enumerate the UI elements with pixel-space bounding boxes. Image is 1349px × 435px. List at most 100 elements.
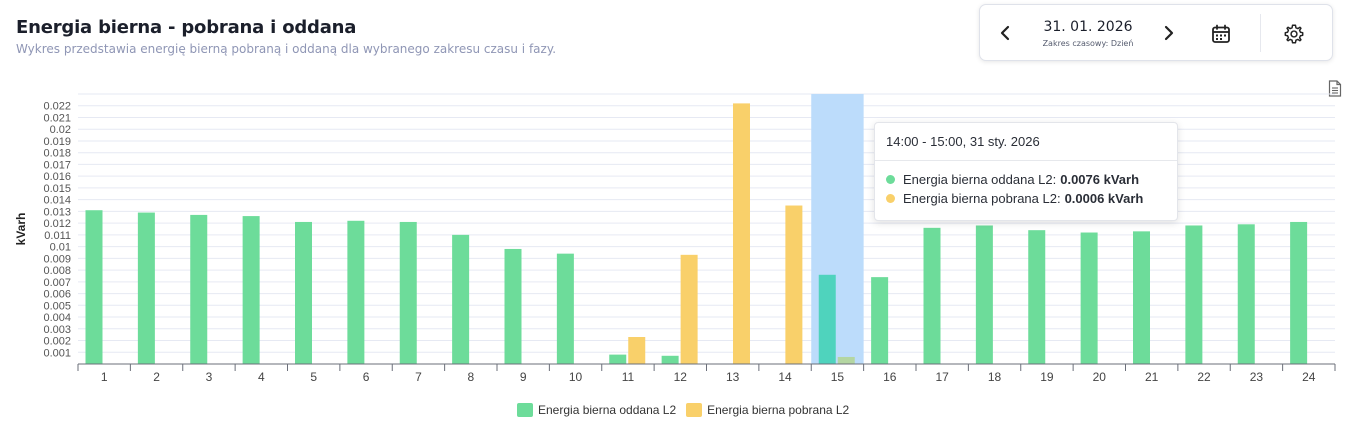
bar-oddana: [190, 214, 208, 364]
y-tick-label: 0.014: [43, 195, 71, 207]
y-axis-title: kVarh: [14, 213, 28, 246]
x-tick-label: 8: [467, 370, 474, 384]
x-tick-label: 14: [778, 370, 792, 384]
next-day-button[interactable]: [1158, 22, 1180, 44]
chart-tooltip: 14:00 - 15:00, 31 sty. 2026 Energia bier…: [874, 122, 1178, 221]
x-tick-label: 3: [206, 370, 213, 384]
x-tick-label: 15: [831, 370, 845, 384]
date-control-panel: 31. 01. 2026 Zakres czasowy: Dzień: [979, 4, 1333, 61]
bar-oddana: [1028, 230, 1046, 364]
time-range-label: Zakres czasowy: Dzień: [1042, 39, 1134, 48]
y-tick-label: 0.011: [44, 230, 71, 242]
bar-oddana: [1237, 224, 1255, 364]
selected-date: 31. 01. 2026: [1043, 19, 1133, 35]
control-divider: [1260, 14, 1261, 52]
tooltip-title: 14:00 - 15:00, 31 sty. 2026: [875, 123, 1177, 161]
legend-label-oddana: Energia bierna oddana L2: [538, 403, 677, 417]
y-tick-label: 0.008: [43, 265, 71, 277]
y-tick-label: 0.019: [43, 136, 71, 148]
y-tick-label: 0.015: [43, 183, 71, 195]
chevron-left-icon: [1000, 25, 1010, 41]
tooltip-dot-pobrana: [886, 194, 895, 203]
bar-pobrana: [733, 103, 750, 365]
x-tick-label: 7: [415, 370, 422, 384]
bar-pobrana: [785, 205, 803, 364]
bar-oddana: [556, 253, 574, 364]
chart-legend: Energia bierna oddana L2 Energia bierna …: [517, 403, 859, 417]
x-tick-label: 22: [1197, 370, 1211, 384]
x-tick-label: 12: [674, 370, 688, 384]
x-tick-label: 13: [726, 370, 740, 384]
x-tick-label: 2: [153, 370, 160, 384]
tooltip-label-pobrana: Energia bierna pobrana L2:: [903, 191, 1061, 206]
legend-item-pobrana[interactable]: Energia bierna pobrana L2: [686, 403, 849, 417]
y-tick-label: 0.002: [43, 336, 71, 348]
previous-day-button[interactable]: [994, 22, 1016, 44]
tooltip-row-pobrana: Energia bierna pobrana L2: 0.0006 kVarh: [886, 191, 1143, 206]
x-tick-label: 11: [622, 370, 635, 384]
chevron-right-icon: [1164, 25, 1174, 41]
legend-item-oddana[interactable]: Energia bierna oddana L2: [517, 403, 676, 417]
bar-oddana: [347, 220, 365, 364]
bar-oddana: [661, 355, 679, 364]
y-tick-label: 0.006: [43, 289, 71, 301]
bar-pobrana: [680, 254, 698, 364]
tooltip-dot-oddana: [886, 175, 895, 184]
x-tick-label: 1: [101, 370, 108, 384]
settings-button[interactable]: [1282, 22, 1306, 46]
bar-oddana: [975, 225, 993, 364]
y-tick-label: 0.013: [43, 206, 71, 218]
bar-oddana: [609, 354, 627, 364]
y-tick-label: 0.004: [43, 312, 71, 324]
y-tick-label: 0.009: [43, 253, 71, 265]
x-tick-label: 4: [258, 370, 265, 384]
calendar-button[interactable]: [1209, 22, 1233, 46]
tooltip-row-oddana: Energia bierna oddana L2: 0.0076 kVarh: [886, 172, 1139, 187]
x-tick-label: 6: [363, 370, 370, 384]
chart-subtitle: Wykres przedstawia energię bierną pobran…: [16, 42, 557, 56]
bar-oddana: [399, 221, 417, 364]
y-tick-label: 0.022: [43, 101, 71, 113]
y-tick-label: 0.003: [43, 324, 71, 336]
legend-swatch-pobrana: [686, 403, 703, 417]
x-tick-label: 19: [1040, 370, 1054, 384]
date-display[interactable]: 31. 01. 2026 Zakres czasowy: Dzień: [1028, 19, 1148, 50]
y-tick-label: 0.012: [43, 218, 71, 230]
y-tick-label: 0.018: [43, 148, 71, 160]
x-tick-label: 16: [883, 370, 897, 384]
bar-oddana: [1080, 232, 1098, 364]
x-tick-label: 20: [1093, 370, 1107, 384]
x-tick-label: 17: [936, 370, 950, 384]
x-tick-label: 10: [569, 370, 583, 384]
y-tick-label: 0.021: [43, 112, 71, 124]
tooltip-label-oddana: Energia bierna oddana L2:: [903, 172, 1057, 187]
legend-label-pobrana: Energia bierna pobrana L2: [707, 403, 850, 417]
calendar-icon: [1212, 24, 1230, 43]
bar-pobrana: [628, 337, 646, 364]
bar-oddana: [818, 274, 836, 364]
bar-oddana: [1133, 231, 1150, 364]
bar-oddana: [504, 248, 522, 364]
x-tick-label: 18: [988, 370, 1002, 384]
y-tick-label: 0.016: [43, 171, 71, 183]
x-tick-label: 21: [1145, 370, 1159, 384]
tooltip-value-oddana: 0.0076 kVarh: [1060, 172, 1140, 187]
bar-oddana: [923, 227, 941, 364]
chart-title: Energia bierna - pobrana i oddana: [16, 17, 357, 38]
bar-oddana: [871, 277, 889, 364]
bar-oddana: [452, 234, 470, 364]
bar-pobrana: [837, 356, 855, 364]
y-tick-label: 0.01: [50, 242, 71, 254]
x-tick-label: 5: [310, 370, 317, 384]
x-tick-label: 24: [1302, 370, 1316, 384]
bar-oddana: [137, 212, 155, 364]
bar-oddana: [85, 210, 103, 364]
bar-oddana: [295, 221, 312, 364]
x-tick-label: 23: [1250, 370, 1264, 384]
x-tick-label: 9: [520, 370, 527, 384]
y-tick-label: 0.001: [43, 347, 71, 359]
bar-oddana: [1290, 221, 1308, 364]
y-tick-label: 0.005: [43, 300, 71, 312]
y-tick-label: 0.02: [50, 124, 71, 136]
